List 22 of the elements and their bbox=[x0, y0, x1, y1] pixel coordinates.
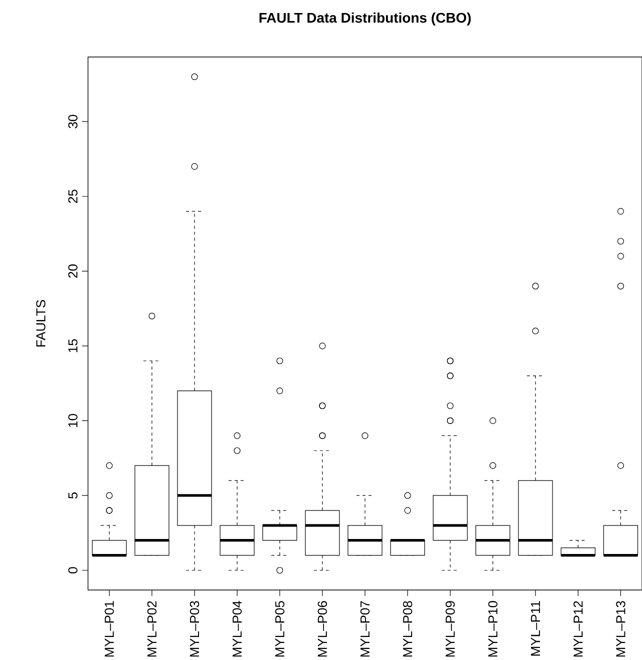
x-tick-label: MYL–P01 bbox=[104, 601, 114, 657]
x-tick-label: MYL–P12 bbox=[574, 601, 583, 657]
x-tick-label: MYL–P09 bbox=[446, 601, 455, 657]
x-tick-label: MYL–P07 bbox=[360, 601, 370, 657]
y-tick-label: 0 bbox=[68, 567, 78, 574]
x-tick-label: MYL–P08 bbox=[403, 601, 412, 657]
x-tick-label: MYL–P03 bbox=[190, 601, 200, 657]
y-axis-title: FAULTS bbox=[36, 300, 46, 347]
x-tick-label: MYL–P11 bbox=[531, 601, 540, 656]
x-tick-label: MYL–P06 bbox=[318, 601, 327, 657]
y-tick-label: 25 bbox=[68, 190, 78, 203]
y-tick-label: 10 bbox=[68, 414, 78, 427]
y-tick-label: 20 bbox=[68, 264, 78, 278]
y-tick-label: 15 bbox=[68, 339, 78, 352]
x-tick-label: MYL–P05 bbox=[275, 601, 284, 657]
x-tick-label: MYL–P02 bbox=[147, 601, 157, 657]
x-tick-label: MYL–P13 bbox=[616, 601, 626, 657]
y-tick-label: 30 bbox=[68, 114, 78, 128]
chart-title: FAULT Data Distributions (CBO) bbox=[260, 12, 471, 26]
x-tick-label: MYL–P10 bbox=[488, 601, 498, 657]
y-tick-label: 5 bbox=[68, 492, 78, 499]
x-tick-label: MYL–P04 bbox=[232, 600, 242, 657]
